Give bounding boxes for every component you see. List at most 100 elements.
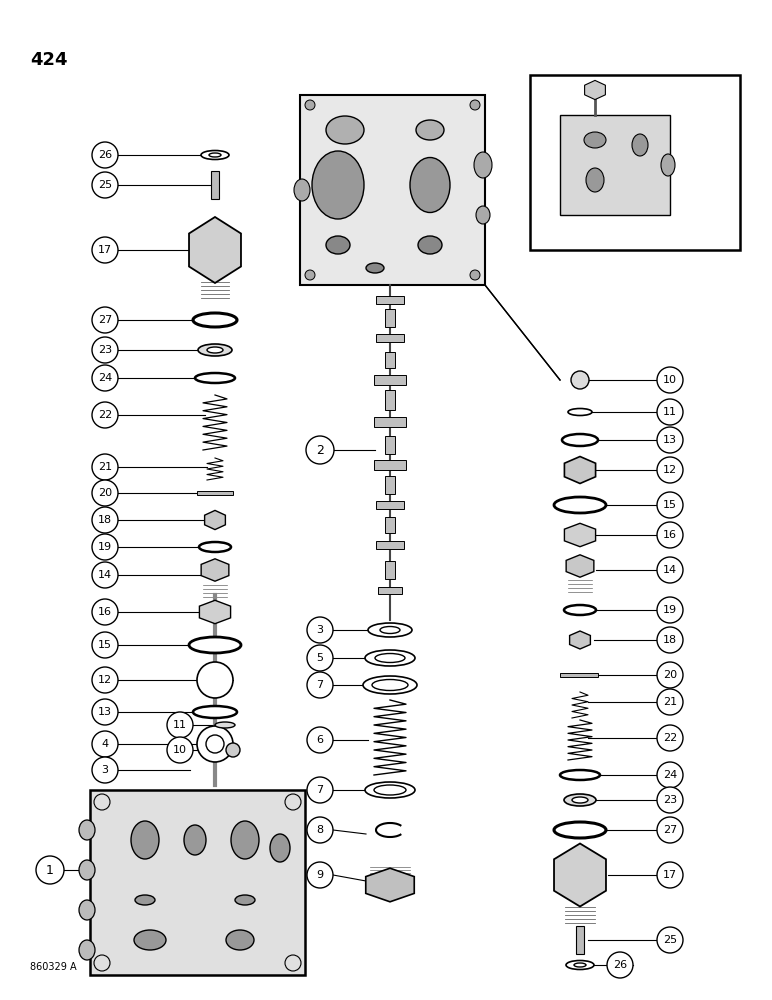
Bar [530,75,740,250]
Bar [374,417,406,427]
Circle shape [307,862,333,888]
Circle shape [36,856,64,884]
Circle shape [307,777,333,803]
Circle shape [305,270,315,280]
Polygon shape [570,631,591,649]
Ellipse shape [554,497,606,513]
Text: 13: 13 [98,707,112,717]
Polygon shape [189,217,241,283]
Ellipse shape [562,434,598,446]
Circle shape [92,699,118,725]
Text: 16: 16 [663,530,677,540]
Text: 17: 17 [663,870,677,880]
Circle shape [657,597,683,623]
Text: 4: 4 [101,739,109,749]
Circle shape [167,737,193,763]
Text: 11: 11 [663,407,677,417]
Ellipse shape [632,134,648,156]
Text: 12: 12 [98,675,112,685]
Ellipse shape [375,654,405,662]
Ellipse shape [231,821,259,859]
Circle shape [92,402,118,428]
Ellipse shape [198,344,232,356]
Text: 23: 23 [663,795,677,805]
Circle shape [657,725,683,751]
Circle shape [92,480,118,506]
Text: 19: 19 [663,605,677,615]
Text: 10: 10 [173,745,187,755]
Text: 3: 3 [317,625,323,635]
Ellipse shape [368,623,412,637]
Circle shape [307,617,333,643]
Circle shape [657,817,683,843]
Text: 19: 19 [98,542,112,552]
Circle shape [92,731,118,757]
Bar [197,491,233,495]
Circle shape [206,735,224,753]
Ellipse shape [215,722,235,728]
Circle shape [92,507,118,533]
Bar [385,390,395,410]
Circle shape [657,367,683,393]
Text: 20: 20 [98,488,112,498]
Text: 10: 10 [663,375,677,385]
Text: 1: 1 [46,863,54,876]
Bar [385,476,395,494]
Text: 9: 9 [317,870,323,880]
Text: 424: 424 [30,51,67,69]
Circle shape [92,667,118,693]
Ellipse shape [574,963,586,967]
Ellipse shape [476,206,490,224]
Ellipse shape [586,168,604,192]
Ellipse shape [195,373,235,383]
Ellipse shape [474,152,492,178]
Ellipse shape [294,179,310,201]
Text: 15: 15 [98,640,112,650]
Ellipse shape [584,132,606,148]
Ellipse shape [131,821,159,859]
Circle shape [92,365,118,391]
Ellipse shape [564,605,596,615]
Circle shape [657,427,683,453]
Ellipse shape [380,626,400,634]
Ellipse shape [270,834,290,862]
Text: 21: 21 [663,697,677,707]
Circle shape [657,762,683,788]
Ellipse shape [79,940,95,960]
Circle shape [657,927,683,953]
Ellipse shape [201,150,229,159]
Text: 22: 22 [663,733,677,743]
Polygon shape [201,559,229,581]
Text: 13: 13 [663,435,677,445]
Text: 860329 A: 860329 A [30,962,76,972]
Ellipse shape [193,706,237,718]
Circle shape [92,534,118,560]
Ellipse shape [410,157,450,213]
Circle shape [92,307,118,333]
Circle shape [92,142,118,168]
Bar [385,436,395,454]
Ellipse shape [235,895,255,905]
Circle shape [657,399,683,425]
Ellipse shape [79,900,95,920]
Text: 18: 18 [663,635,677,645]
Circle shape [657,862,683,888]
Circle shape [307,672,333,698]
Ellipse shape [564,794,596,806]
Ellipse shape [134,930,166,950]
Text: 11: 11 [173,720,187,730]
Ellipse shape [326,116,364,144]
Ellipse shape [661,154,675,176]
Ellipse shape [372,680,408,690]
Bar [560,115,670,215]
Bar [576,926,584,954]
Polygon shape [584,80,605,100]
Circle shape [92,172,118,198]
Circle shape [92,562,118,588]
Bar [300,95,485,285]
Bar [560,673,598,677]
Text: 21: 21 [98,462,112,472]
Text: 16: 16 [98,607,112,617]
Polygon shape [564,523,595,547]
Ellipse shape [79,820,95,840]
